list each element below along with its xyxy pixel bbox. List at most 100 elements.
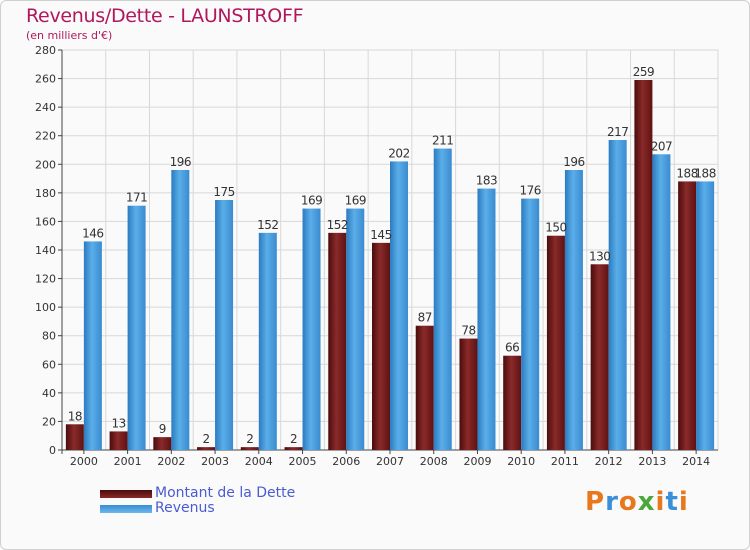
data-label-revenus-2002: 196: [170, 155, 191, 169]
x-tick-label: 2013: [638, 455, 666, 468]
bar-debt-2008: [415, 325, 434, 450]
y-tick-label: 180: [35, 187, 56, 200]
y-tick-label: 120: [35, 273, 56, 286]
y-tick-label: 220: [35, 130, 56, 143]
x-tick-label: 2011: [551, 455, 579, 468]
bar-debt-2006: [328, 232, 347, 450]
bar-revenus-2000: [83, 241, 102, 450]
y-tick-label: 240: [35, 101, 56, 114]
bar-revenus-2011: [564, 170, 583, 450]
logo-letter: i: [678, 487, 689, 517]
y-tick-label: 140: [35, 244, 56, 257]
bar-revenus-2012: [608, 140, 627, 450]
chart-subtitle: (en milliers d'€): [26, 29, 113, 42]
data-label-revenus-2012: 217: [607, 125, 628, 139]
bar-debt-2003: [197, 447, 216, 450]
x-tick-label: 2000: [70, 455, 98, 468]
data-label-revenus-2001: 171: [126, 191, 147, 205]
y-tick-label: 20: [42, 415, 56, 428]
y-tick-label: 0: [49, 444, 56, 457]
logo-letter: r: [605, 487, 619, 517]
x-tick-label: 2012: [595, 455, 623, 468]
bar-debt-2004: [240, 447, 259, 450]
bar-debt-2009: [459, 338, 478, 450]
data-label-debt-2008: 87: [418, 311, 432, 325]
y-tick-label: 280: [35, 44, 56, 57]
y-tick-label: 260: [35, 73, 56, 86]
data-label-revenus-2011: 196: [563, 155, 584, 169]
proxiti-logo: Proxiti: [585, 487, 689, 517]
legend-swatch-revenus: [100, 505, 152, 513]
bar-debt-2014: [678, 181, 697, 450]
data-labels: 18 146 13 171 9 196 2 175 2 152 2 169 152 169 145 202 87…: [68, 65, 717, 446]
x-tick-label: 2014: [682, 455, 710, 468]
data-label-debt-2001: 13: [111, 416, 125, 430]
data-label-debt-2009: 78: [461, 324, 475, 338]
data-label-debt-2000: 18: [68, 409, 82, 423]
data-label-revenus-2007: 202: [388, 146, 409, 160]
data-label-debt-2012: 130: [589, 249, 610, 263]
legend-label-debt: Montant de la Dette: [155, 485, 296, 501]
y-tick-label: 200: [35, 158, 56, 171]
bar-debt-2011: [546, 235, 565, 450]
bar-revenus-2002: [171, 170, 190, 450]
data-label-revenus-2003: 175: [213, 185, 234, 199]
x-tick-label: 2002: [157, 455, 185, 468]
x-tick-label: 2001: [114, 455, 142, 468]
bar-revenus-2004: [258, 232, 277, 450]
bar-revenus-2006: [346, 208, 365, 450]
logo-letter: o: [618, 487, 638, 517]
legend-swatch-debt: [100, 490, 152, 498]
logo-letter: t: [665, 487, 679, 517]
y-tick-label: 60: [42, 358, 56, 371]
logo-letter: x: [637, 487, 656, 517]
x-tick-label: 2008: [420, 455, 448, 468]
data-label-debt-2002: 9: [159, 422, 166, 436]
bar-revenus-2009: [477, 188, 496, 451]
y-tick-label: 100: [35, 301, 56, 314]
data-label-debt-2007: 145: [370, 228, 391, 242]
data-label-revenus-2010: 176: [519, 184, 540, 198]
logo-letter: P: [585, 487, 606, 517]
x-tick-label: 2009: [463, 455, 491, 468]
bar-revenus-2013: [652, 154, 671, 451]
x-tick-label: 2004: [245, 455, 273, 468]
bar-debt-2002: [153, 437, 172, 450]
x-tick-label: 2007: [376, 455, 404, 468]
x-tick-label: 2006: [332, 455, 360, 468]
bar-revenus-2003: [215, 200, 234, 450]
data-label-revenus-2009: 183: [476, 174, 497, 188]
bar-debt-2005: [284, 447, 303, 450]
bar-revenus-2010: [521, 198, 540, 450]
data-label-debt-2003: 2: [202, 432, 209, 446]
data-label-revenus-2013: 207: [651, 139, 672, 153]
data-label-debt-2005: 2: [290, 432, 297, 446]
data-label-debt-2014: 188: [676, 166, 697, 180]
y-tick-label: 80: [42, 330, 56, 343]
bar-revenus-2007: [390, 161, 408, 450]
data-label-debt-2011: 150: [545, 221, 566, 235]
bars: [65, 80, 715, 451]
data-label-revenus-2014: 188: [694, 166, 715, 180]
x-tick-label: 2003: [201, 455, 229, 468]
data-label-revenus-2008: 211: [432, 134, 453, 148]
data-label-debt-2010: 66: [505, 341, 519, 355]
legend-label-revenus: Revenus: [155, 500, 215, 516]
data-label-debt-2013: 259: [633, 65, 654, 79]
bar-revenus-2014: [696, 181, 715, 450]
data-label-revenus-2005: 169: [301, 194, 322, 208]
bar-debt-2007: [372, 242, 390, 450]
bar-debt-2000: [65, 424, 84, 450]
logo-letter: i: [655, 487, 666, 517]
chart-title: Revenus/Dette - LAUNSTROFF: [26, 5, 304, 27]
x-tick-label: 2010: [507, 455, 535, 468]
data-label-revenus-2004: 152: [257, 218, 278, 232]
bar-debt-2013: [634, 80, 653, 450]
x-tick-label: 2005: [289, 455, 317, 468]
bar-revenus-2008: [433, 148, 452, 451]
bar-revenus-2001: [127, 205, 146, 450]
bar-debt-2010: [503, 355, 522, 450]
bar-debt-2001: [109, 431, 128, 450]
data-label-revenus-2006: 169: [345, 194, 366, 208]
